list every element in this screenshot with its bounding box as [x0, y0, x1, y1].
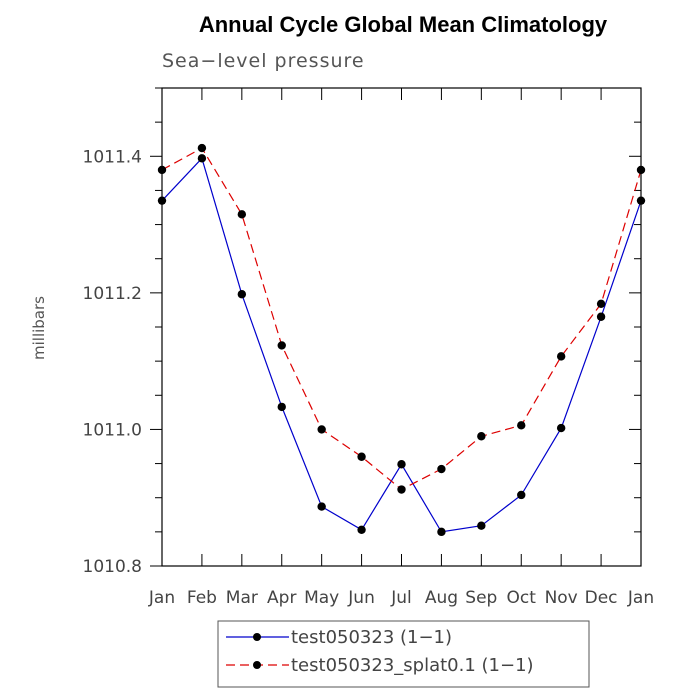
- x-tick-label: Apr: [267, 588, 296, 608]
- x-tick-label: Nov: [545, 588, 578, 608]
- data-point: [556, 352, 566, 361]
- data-point: [197, 154, 207, 163]
- data-point: [277, 402, 286, 412]
- x-tick-label: Jun: [347, 588, 375, 608]
- chart-subtitle: Sea−level pressure: [162, 50, 365, 72]
- y-tick-label: 1011.2: [83, 284, 142, 304]
- legend: test050323 (1−1) test050323_splat0.1 (1−…: [217, 620, 590, 688]
- data-point: [157, 165, 167, 175]
- data-point: [517, 421, 526, 430]
- data-point: [277, 341, 286, 350]
- y-axis-label: millibars: [30, 296, 48, 360]
- x-tick-label: Aug: [425, 588, 458, 608]
- y-tick-label: 1011.4: [83, 147, 142, 167]
- x-tick-label: Dec: [585, 588, 618, 608]
- series-line-2: [161, 147, 642, 491]
- x-tick-labels: Jan Feb Mar Apr May Jun Jul Aug Sep Oct Nov Dec Jan: [148, 588, 654, 608]
- legend-entry-series-1: test050323 (1−1): [291, 627, 452, 648]
- data-point: [317, 425, 326, 434]
- x-tick-label: Jan: [627, 588, 654, 608]
- x-tick-label: Oct: [507, 588, 537, 608]
- y-tick-label: 1010.8: [83, 557, 142, 577]
- legend-box: [217, 620, 590, 688]
- data-point: [477, 521, 486, 530]
- x-tick-label: Mar: [226, 588, 258, 608]
- series-layer: [157, 143, 646, 537]
- data-point: [357, 452, 366, 461]
- data-point: [397, 460, 406, 469]
- data-point: [556, 423, 566, 433]
- legend-entry-series-2: test050323_splat0.1 (1−1): [291, 655, 534, 676]
- x-tick-label: May: [304, 588, 339, 608]
- data-point: [636, 165, 646, 175]
- x-tick-label: Feb: [187, 588, 217, 608]
- data-point: [596, 312, 606, 321]
- data-point: [157, 196, 167, 205]
- axis-ticks: [150, 87, 642, 567]
- legend-marker-series-1: [253, 633, 261, 641]
- data-point: [437, 464, 446, 474]
- data-point: [517, 490, 526, 500]
- data-point: [197, 143, 207, 153]
- data-point: [237, 210, 247, 219]
- data-point: [237, 290, 247, 299]
- data-point: [636, 196, 646, 205]
- y-tick-label: 1011.0: [83, 420, 142, 440]
- data-point: [317, 502, 326, 511]
- data-point: [477, 432, 486, 441]
- y-tick-labels: 1010.8 1011.0 1011.2 1011.4: [83, 147, 142, 577]
- chart-title: Annual Cycle Global Mean Climatology: [199, 12, 608, 37]
- data-point: [437, 527, 446, 537]
- legend-marker-series-2: [253, 661, 261, 669]
- series-line-1: [161, 157, 642, 533]
- data-point: [397, 485, 406, 494]
- x-tick-label: Jul: [390, 588, 412, 608]
- x-tick-label: Sep: [465, 588, 497, 608]
- data-point: [357, 525, 366, 535]
- x-tick-label: Jan: [148, 588, 175, 608]
- plot-frame: [161, 87, 642, 567]
- data-point: [596, 299, 606, 308]
